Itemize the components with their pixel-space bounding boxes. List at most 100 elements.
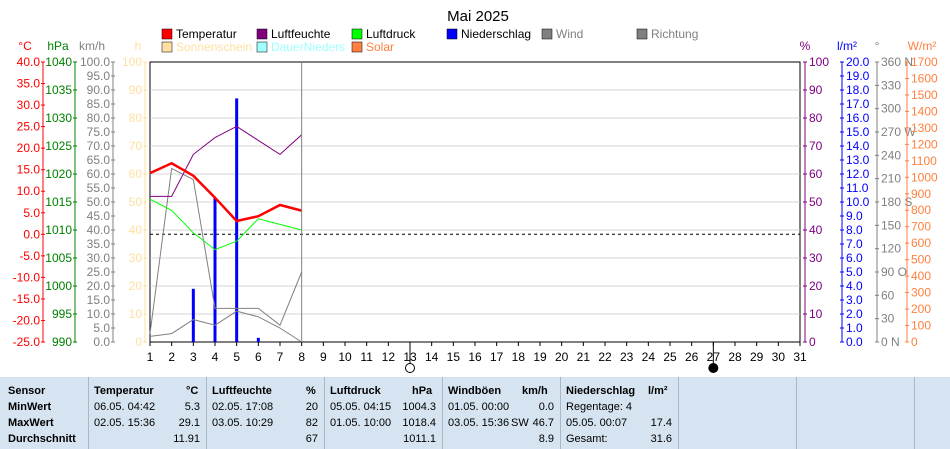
axis-unit-label: km/h	[79, 39, 105, 53]
axis-left-2: km/h 100.095.090.085.080.075.070.065.060.…	[79, 39, 115, 349]
stats-hum-unit: %	[306, 385, 316, 397]
axis-tick-label: 7.0	[846, 237, 863, 251]
axis-tick-label: 1.0	[846, 321, 863, 335]
axis-tick-label: 60	[809, 167, 823, 181]
axis-tick-label: 0	[135, 335, 142, 349]
axis-tick-label: 180 S	[881, 195, 912, 209]
stats-rain-max-value: 17.4	[650, 417, 672, 429]
axis-tick-label: 80	[809, 111, 823, 125]
stats-press-max-value: 1018.4	[402, 417, 436, 429]
stats-rain-unit: l/m²	[648, 385, 668, 397]
axis-tick-label: 75.0	[87, 125, 111, 139]
axis-tick-label: 8.0	[846, 223, 863, 237]
axis-tick-label: 210	[881, 172, 901, 186]
gust-series-line	[149, 167, 303, 334]
axis-unit-label: %	[800, 39, 811, 53]
axis-tick-label: 45.0	[87, 209, 111, 223]
axis-tick-label: 30	[881, 312, 895, 326]
stats-wind-header: Windböen	[448, 385, 502, 397]
legend-item: Luftdruck	[351, 27, 416, 41]
axis-tick-label: -10.0	[13, 270, 41, 284]
x-tick-label: 28	[728, 350, 742, 364]
stats-rain-total-value: 31.6	[650, 433, 672, 445]
legend-item: Niederschlag	[446, 27, 531, 41]
axis-tick-label: 1040	[45, 55, 72, 69]
axis-tick-label: 6.0	[846, 251, 863, 265]
legend-label: Richtung	[651, 27, 698, 41]
x-tick-label: 3	[190, 350, 197, 364]
axis-tick-label: 990	[52, 335, 72, 349]
stats-press-min-value: 1004.3	[402, 401, 436, 413]
axis-tick-label: 20	[809, 279, 823, 293]
x-tick-label: 30	[772, 350, 786, 364]
x-tick-label: 23	[620, 350, 634, 364]
stats-rain-regentage: Regentage: 4	[566, 401, 633, 413]
legend-swatch	[351, 41, 363, 53]
stats-sensor-header: Sensor	[8, 385, 46, 397]
axis-tick-label: 30	[129, 251, 143, 265]
axis-tick-label: 0	[809, 335, 816, 349]
axis-tick-label: 60	[129, 167, 143, 181]
axis-tick-label: 600	[911, 236, 931, 250]
axis-tick-label: 70	[809, 139, 823, 153]
axis-tick-label: 80.0	[87, 111, 111, 125]
x-tick-label: 14	[425, 350, 439, 364]
axis-tick-label: 1015	[45, 195, 72, 209]
stats-hum-max-time: 03.05. 10:29	[212, 417, 274, 429]
legend-item: Sonnenschein	[161, 40, 252, 54]
axis-tick-label: 330	[881, 78, 901, 92]
axis-tick-label: 1035	[45, 83, 72, 97]
stats-wind-max-value: 46.7	[532, 417, 554, 429]
axis-tick-label: 500	[911, 253, 931, 267]
axis-tick-label: -25.0	[13, 335, 41, 349]
axis-tick-label: 10	[809, 307, 823, 321]
x-tick-label: 25	[663, 350, 677, 364]
axes: °C40.035.030.025.020.015.010.05.00.0-5.0…	[13, 39, 938, 349]
stats-wind-avg: 8.9	[538, 433, 554, 445]
axis-tick-label: 995	[52, 307, 72, 321]
stats-wind-unit: km/h	[522, 385, 548, 397]
stats-wind-max-direction: SW	[511, 417, 529, 429]
x-tick-label: 16	[468, 350, 482, 364]
legend-swatch	[256, 28, 268, 40]
stats-row-max: MaxWert	[8, 417, 54, 429]
stats-wind-max-time: 03.05. 15:36	[448, 417, 510, 429]
axis-tick-label: 18.0	[846, 83, 870, 97]
stats-press-max-time: 01.05. 10:00	[330, 417, 392, 429]
x-tick-label: 4	[212, 350, 219, 364]
axis-tick-label: 0.0	[93, 335, 110, 349]
legend-label: Solar	[366, 40, 394, 54]
precipitation-bar	[213, 197, 217, 342]
axis-tick-label: 30.0	[87, 251, 111, 265]
axis-tick-label: 10.0	[87, 307, 111, 321]
axis-right-3: W/m²170016001500140013001200110010009008…	[905, 39, 938, 349]
legend-item: Wind	[541, 27, 583, 41]
x-tick-label: 12	[382, 350, 396, 364]
axis-tick-label: 80	[129, 111, 143, 125]
legend-item: Temperatur	[161, 27, 237, 41]
x-tick-label: 6	[255, 350, 262, 364]
x-tick-label: 17	[490, 350, 504, 364]
axis-unit-label: °	[875, 39, 880, 53]
legend-item: DauerNieders	[256, 40, 345, 54]
x-tick-label: 29	[750, 350, 764, 364]
stats-press-min-time: 05.05. 04:15	[330, 401, 392, 413]
axis-tick-label: 20.0	[846, 55, 870, 69]
axis-tick-label: 100	[809, 55, 829, 69]
axis-tick-label: 16.0	[846, 111, 870, 125]
x-tick-label: 15	[447, 350, 461, 364]
legend-label: Niederschlag	[461, 27, 531, 41]
precipitation-bar	[256, 337, 260, 342]
legend-label: Sonnenschein	[176, 40, 252, 54]
stats-hum-min-value: 20	[305, 401, 318, 413]
axis-unit-label: hPa	[47, 39, 69, 53]
axis-tick-label: 70.0	[87, 139, 111, 153]
stats-rain-header: Niederschlag	[566, 385, 636, 397]
axis-tick-label: 1010	[45, 223, 72, 237]
precipitation-bar	[191, 288, 195, 342]
axis-tick-label: 25.0	[17, 120, 41, 134]
axis-tick-label: 70	[129, 139, 143, 153]
axis-tick-label: 1700	[911, 55, 938, 69]
x-tick-label: 8	[298, 350, 305, 364]
